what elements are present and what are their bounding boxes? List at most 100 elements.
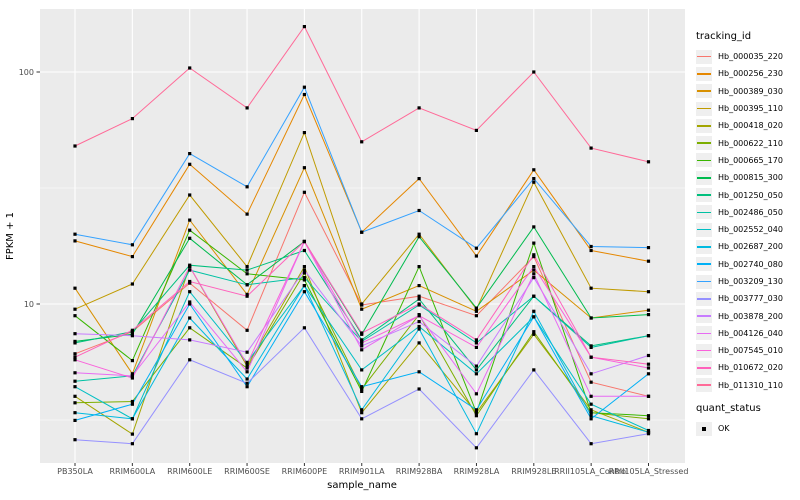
legend-key-line-icon: [697, 349, 711, 352]
legend-key: [696, 49, 712, 64]
x-tick-label: RRIM600SE: [224, 467, 270, 476]
legend-entry: Hb_003209_130: [696, 273, 798, 290]
data-point: [360, 417, 364, 421]
legend-key-line-icon: [697, 90, 711, 93]
data-point: [188, 268, 192, 272]
legend-entry: Hb_002687_200: [696, 238, 798, 255]
legend-entry: Hb_004126_040: [696, 325, 798, 342]
data-point: [73, 239, 77, 243]
legend-label: Hb_002687_200: [718, 242, 783, 252]
x-tick-label: RRIM600LE: [167, 467, 212, 476]
x-axis-title: sample_name: [327, 480, 397, 491]
data-point: [417, 314, 421, 318]
legend-label: Hb_001250_050: [718, 190, 783, 200]
data-point: [245, 370, 249, 374]
legend-key-line-icon: [697, 73, 711, 75]
data-point: [532, 330, 536, 334]
data-point: [302, 25, 306, 29]
data-point: [589, 414, 593, 418]
data-point: [302, 92, 306, 97]
data-point: [188, 300, 192, 304]
legend-key: [696, 188, 712, 203]
data-point: [532, 168, 536, 172]
data-point: [474, 414, 478, 418]
data-point: [646, 417, 651, 421]
data-point: [646, 362, 651, 366]
data-point: [360, 302, 364, 306]
legend-entry: Hb_000418_020: [696, 117, 798, 134]
data-point: [474, 309, 478, 313]
data-point: [474, 364, 478, 368]
legend-label: Hb_010672_020: [718, 363, 783, 373]
legend-key-line-icon: [697, 211, 711, 214]
legend-label: Hb_003878_200: [718, 311, 783, 321]
data-point: [360, 307, 364, 311]
legend-entry: Hb_002486_050: [696, 204, 798, 221]
legend-key-line-icon: [697, 384, 711, 387]
legend-entry: Hb_000395_110: [696, 100, 798, 117]
data-point: [474, 411, 478, 415]
legend-title-quant-status: quant_status: [696, 402, 761, 414]
x-tick-label: RRIM901LA: [339, 467, 385, 476]
data-point: [245, 294, 249, 298]
y-tick-label: 10: [24, 300, 34, 309]
data-point: [360, 387, 364, 391]
legend-key-line-icon: [697, 298, 711, 300]
data-point: [130, 372, 134, 376]
data-point: [474, 446, 478, 450]
data-point: [646, 334, 651, 338]
legend-label: Hb_003209_130: [718, 277, 783, 286]
legend-label: Hb_007545_010: [718, 346, 783, 356]
panel-background: [40, 9, 685, 463]
y-tick-label: 100: [19, 68, 34, 77]
legend-key-line-icon: [697, 246, 711, 248]
data-point: [646, 290, 651, 294]
legend-key: [696, 239, 712, 254]
data-point: [302, 131, 306, 135]
data-point: [130, 255, 134, 259]
data-point: [417, 177, 421, 181]
data-point: [130, 417, 134, 421]
legend-key: [696, 153, 712, 168]
data-point: [589, 355, 593, 359]
data-point: [589, 286, 593, 290]
data-point: [188, 228, 192, 232]
legend-key-line-icon: [697, 107, 711, 110]
x-tick-label: RRIM928BA: [396, 467, 443, 476]
data-point: [646, 432, 651, 436]
legend-entry: Hb_000815_300: [696, 169, 798, 186]
data-point: [188, 358, 192, 362]
data-point: [589, 394, 593, 398]
data-point: [73, 314, 77, 318]
legend-key: [696, 378, 712, 393]
ok-point-key: [696, 421, 712, 436]
data-point: [646, 259, 651, 263]
data-point: [417, 265, 421, 269]
data-point: [474, 368, 478, 372]
legend-entry: Hb_000622_110: [696, 134, 798, 151]
data-point: [532, 272, 536, 276]
legend-key: [696, 101, 712, 116]
data-point: [417, 387, 421, 391]
legend-key: [696, 222, 712, 237]
data-point: [73, 232, 77, 236]
legend-entry: Hb_002740_080: [696, 256, 798, 273]
data-point: [474, 432, 478, 436]
legend-key-line-icon: [697, 367, 711, 369]
data-point: [130, 328, 134, 332]
data-point: [474, 338, 478, 342]
data-point: [245, 385, 249, 389]
data-point: [417, 320, 421, 324]
data-point: [646, 414, 651, 418]
data-point: [360, 348, 364, 352]
data-point: [188, 265, 192, 269]
data-point: [302, 276, 306, 280]
data-point: [417, 106, 421, 110]
data-point: [302, 166, 306, 170]
data-point: [360, 344, 364, 348]
data-point: [130, 374, 134, 378]
data-point: [188, 218, 192, 222]
x-tick-label: RRIM600LA: [109, 467, 155, 476]
data-point: [532, 368, 536, 372]
data-point: [474, 314, 478, 318]
